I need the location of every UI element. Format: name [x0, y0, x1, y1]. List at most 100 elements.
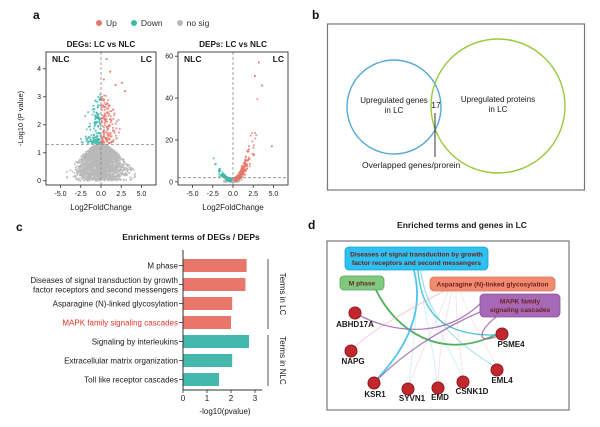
svg-text:2: 2 — [37, 122, 41, 129]
edge-mapk-KSR1 — [377, 310, 483, 380]
svg-text:ABHD17A: ABHD17A — [336, 320, 374, 329]
svg-text:LC: LC — [141, 54, 152, 64]
svg-text:Extracellular matrix organizat: Extracellular matrix organization — [64, 357, 178, 366]
legend-nosig-label: no sig — [186, 18, 210, 28]
enrichment-bar — [183, 259, 247, 272]
volcano-deps-plot: DEPs: LC vs NLC -5.0 -2.5 0.0 2.5 5.0 0 20 40 60 N… — [165, 40, 289, 212]
edge-asparagine-EML4 — [459, 290, 497, 366]
network-edges — [354, 270, 499, 385]
svg-text:Diseases of signal transductio: Diseases of signal transduction by growt… — [350, 252, 483, 259]
svg-text:40: 40 — [165, 95, 173, 102]
svg-text:KSR1: KSR1 — [364, 390, 386, 399]
gene-node-EMD — [431, 381, 445, 395]
enrichment-bar — [183, 316, 231, 329]
volcano-degs-plot: DEGs: LC vs NLC -5.0 -2.5 0.0 2.5 5.0 0 1 2 3 4 NLC… — [16, 40, 157, 212]
points-volcano_deps — [212, 61, 273, 183]
gene-node-EML4 — [490, 363, 504, 377]
enrichment-bar — [183, 373, 219, 386]
svg-text:SYVN1: SYVN1 — [399, 394, 426, 403]
edge-diseases-CSNK1D — [419, 270, 463, 378]
svg-text:EMD: EMD — [431, 393, 449, 402]
edge-mapk-ABHD17A — [358, 303, 481, 331]
gene-node-CSNK1D — [456, 375, 470, 389]
svg-text:M phase: M phase — [147, 262, 178, 271]
svg-text:Log2FoldChange: Log2FoldChange — [202, 203, 264, 212]
svg-text:-2.5: -2.5 — [207, 191, 219, 198]
enrichment-bar — [183, 354, 233, 367]
term-box-mphase — [339, 275, 385, 291]
svg-text:EML4: EML4 — [491, 376, 513, 385]
edge-mapk-PSME4 — [481, 316, 499, 340]
edge-diseases-PSME4 — [417, 270, 497, 336]
svg-text:DEPs: LC vs NLC: DEPs: LC vs NLC — [199, 40, 267, 49]
gene-node-KSR1 — [367, 376, 381, 390]
svg-text:NAPG: NAPG — [341, 357, 364, 366]
svg-text:3: 3 — [253, 394, 258, 403]
svg-text:NLC: NLC — [52, 54, 69, 64]
svg-text:in LC: in LC — [385, 106, 404, 115]
svg-text:NLC: NLC — [184, 54, 201, 64]
svg-text:0.0: 0.0 — [96, 191, 106, 198]
edge-mphase-PSME4 — [375, 289, 496, 346]
svg-text:3: 3 — [37, 94, 41, 101]
svg-text:2: 2 — [229, 394, 234, 403]
edge-diseases-SYVN1 — [408, 270, 417, 385]
volcano-legend: Up Down no sig — [96, 18, 209, 28]
svg-text:0: 0 — [169, 179, 173, 186]
svg-text:Terms in LC: Terms in LC — [278, 273, 287, 316]
svg-text:17: 17 — [431, 100, 441, 110]
gene-node-NAPG — [344, 344, 358, 358]
legend-up-label: Up — [106, 18, 117, 28]
svg-text:MAPK family signaling cascades: MAPK family signaling cascades — [62, 319, 178, 328]
svg-text:DEGs: LC vs NLC: DEGs: LC vs NLC — [67, 40, 136, 49]
edge-asparagine-NAPG — [354, 290, 445, 348]
svg-text:2.5: 2.5 — [248, 191, 258, 198]
gene-node-ABHD17A — [348, 306, 362, 320]
legend-item-nosig: no sig — [176, 18, 210, 28]
svg-text:factor receptors and second me: factor receptors and second messengers — [352, 260, 481, 267]
up-dot-icon — [96, 20, 102, 26]
svg-text:MAPK family: MAPK family — [500, 299, 541, 306]
points-volcano_degs — [66, 58, 136, 182]
svg-text:LC: LC — [273, 54, 284, 64]
svg-text:Upregulated proteins: Upregulated proteins — [461, 95, 535, 104]
svg-text:CSNK1D: CSNK1D — [456, 387, 489, 396]
svg-text:-5.0: -5.0 — [187, 191, 199, 198]
panel-c-letter: c — [16, 220, 23, 234]
svg-text:5.0: 5.0 — [137, 191, 147, 198]
enrichment-bar — [183, 297, 233, 310]
svg-text:Diseases of signal transductio: Diseases of signal transduction by growt… — [30, 276, 178, 285]
panel-a-letter: a — [33, 8, 40, 22]
venn-circle — [346, 59, 442, 155]
term-box-mapk — [479, 293, 561, 318]
edge-diseases-KSR1 — [376, 270, 418, 380]
svg-text:2.5: 2.5 — [116, 191, 126, 198]
enrichment-bar-chart: Enrichment terms of DEGs / DEPs M phase Di… — [30, 232, 287, 416]
svg-text:signaling cascades: signaling cascades — [490, 307, 551, 314]
svg-text:Terms in NLC: Terms in NLC — [278, 336, 287, 385]
svg-text:4: 4 — [37, 66, 41, 73]
term-box-asparagine — [429, 276, 556, 292]
legend-down-label: Down — [140, 18, 163, 28]
edge-asparagine-EMD — [437, 290, 453, 384]
svg-text:-5.0: -5.0 — [55, 191, 67, 198]
svg-text:1: 1 — [37, 150, 41, 157]
svg-text:factor receptors and second me: factor receptors and second messengers — [33, 285, 178, 294]
svg-text:5.0: 5.0 — [269, 191, 279, 198]
gene-node-PSME4 — [495, 327, 509, 341]
svg-text:0: 0 — [181, 394, 186, 403]
legend-item-down: Down — [130, 18, 163, 28]
edge-diseases-EML4 — [420, 270, 495, 367]
enrichment-bar — [183, 278, 246, 291]
panel-d-letter: d — [308, 218, 316, 232]
venn-circle — [430, 38, 566, 174]
term-box-diseases — [344, 246, 489, 271]
gene-node-SYVN1 — [401, 382, 415, 396]
down-dot-icon — [130, 20, 137, 26]
svg-text:Asparagine (N)-linked glycosyl: Asparagine (N)-linked glycosylation — [436, 281, 548, 288]
svg-text:Enrichment terms of DEGs / DEP: Enrichment terms of DEGs / DEPs — [122, 232, 260, 242]
svg-text:0: 0 — [37, 178, 41, 185]
svg-text:60: 60 — [165, 54, 173, 61]
